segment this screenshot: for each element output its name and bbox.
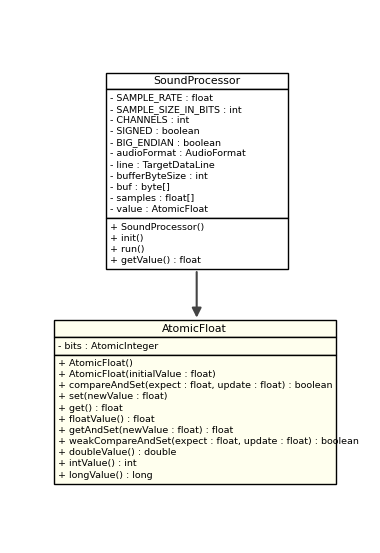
Text: - line : TargetDataLine: - line : TargetDataLine [110, 160, 215, 170]
Text: + floatValue() : float: + floatValue() : float [59, 415, 155, 424]
Text: - bufferByteSize : int: - bufferByteSize : int [110, 172, 208, 181]
Bar [106, 90, 288, 218]
Text: - value : AtomicFloat: - value : AtomicFloat [110, 205, 208, 214]
Text: + weakCompareAndSet(expect : float, update : float) : boolean: + weakCompareAndSet(expect : float, upda… [59, 437, 359, 446]
Text: - samples : float[]: - samples : float[] [110, 194, 195, 203]
Bar [106, 218, 288, 269]
Text: + AtomicFloat(initialValue : float): + AtomicFloat(initialValue : float) [59, 370, 216, 379]
Text: + doubleValue() : double: + doubleValue() : double [59, 448, 177, 457]
Text: - audioFormat : AudioFormat: - audioFormat : AudioFormat [110, 149, 246, 159]
Text: + compareAndSet(expect : float, update : float) : boolean: + compareAndSet(expect : float, update :… [59, 381, 333, 390]
Text: AtomicFloat: AtomicFloat [162, 324, 227, 334]
Bar [54, 354, 336, 484]
Text: + SoundProcessor(): + SoundProcessor() [110, 223, 204, 232]
Text: + init(): + init() [110, 234, 144, 243]
Text: - bits : AtomicInteger: - bits : AtomicInteger [59, 342, 158, 351]
Text: - SIGNED : boolean: - SIGNED : boolean [110, 127, 200, 136]
Text: - SAMPLE_RATE : float: - SAMPLE_RATE : float [110, 93, 213, 103]
Text: - BIG_ENDIAN : boolean: - BIG_ENDIAN : boolean [110, 138, 221, 147]
Text: + set(newValue : float): + set(newValue : float) [59, 393, 168, 401]
Text: + getAndSet(newValue : float) : float: + getAndSet(newValue : float) : float [59, 426, 234, 435]
Bar [54, 320, 336, 337]
Text: - SAMPLE_SIZE_IN_BITS : int: - SAMPLE_SIZE_IN_BITS : int [110, 105, 242, 114]
Text: + run(): + run() [110, 245, 145, 254]
Text: + longValue() : long: + longValue() : long [59, 471, 153, 479]
Text: - buf : byte[]: - buf : byte[] [110, 183, 170, 192]
Text: + AtomicFloat(): + AtomicFloat() [59, 359, 133, 368]
Bar [106, 72, 288, 90]
Text: - CHANNELS : int: - CHANNELS : int [110, 116, 190, 125]
Text: + get() : float: + get() : float [59, 404, 123, 413]
Text: + intValue() : int: + intValue() : int [59, 460, 137, 468]
Text: SoundProcessor: SoundProcessor [153, 76, 240, 86]
Bar [54, 337, 336, 354]
Text: + getValue() : float: + getValue() : float [110, 256, 201, 265]
